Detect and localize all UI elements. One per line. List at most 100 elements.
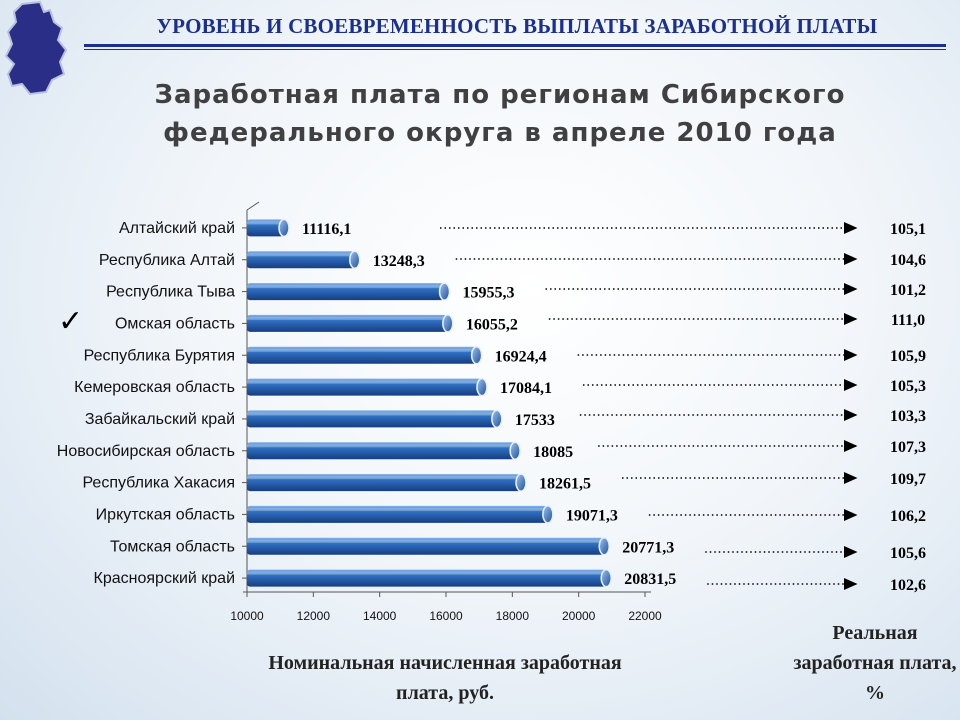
real-wage-label-10: 105,6 bbox=[890, 545, 926, 562]
real-wage-label-0: 105,1 bbox=[890, 221, 926, 238]
bar-2 bbox=[247, 282, 451, 301]
category-label-11: Красноярский край bbox=[94, 570, 235, 587]
x-tick-label-6: 22000 bbox=[628, 609, 662, 623]
bar-highlight-8 bbox=[247, 476, 522, 480]
bar-highlight-7 bbox=[247, 444, 516, 448]
bar-body-3 bbox=[247, 314, 448, 332]
bar-cap-4 bbox=[470, 346, 483, 365]
bar-0 bbox=[247, 218, 290, 238]
bar-body-10 bbox=[247, 537, 605, 555]
value-label-10: 20771,3 bbox=[622, 539, 674, 556]
value-label-2: 15955,3 bbox=[463, 285, 515, 302]
value-label-3: 16055,2 bbox=[466, 316, 518, 333]
value-label-7: 18085 bbox=[533, 444, 573, 461]
bar-highlight-5 bbox=[247, 380, 482, 384]
header-divider-thin bbox=[84, 49, 946, 50]
value-label-4: 16924,4 bbox=[495, 348, 547, 365]
bar-10 bbox=[247, 537, 610, 556]
value-label-8: 18261,5 bbox=[539, 476, 591, 493]
bar-highlight-3 bbox=[247, 316, 448, 320]
bar-highlight-2 bbox=[247, 285, 445, 289]
bar-cap-10 bbox=[598, 537, 610, 556]
bar-cap-1 bbox=[348, 250, 361, 269]
bar-body-0 bbox=[247, 219, 285, 237]
value-label-9: 19071,3 bbox=[566, 507, 618, 524]
bar-highlight-11 bbox=[247, 571, 607, 575]
bar-cap-9 bbox=[542, 505, 554, 524]
bar-cap-5 bbox=[476, 377, 488, 397]
bar-body-7 bbox=[247, 442, 516, 460]
bar-highlight-4 bbox=[247, 348, 477, 352]
bar-4 bbox=[247, 346, 483, 365]
value-label-0: 11116,1 bbox=[302, 221, 351, 238]
bar-body-4 bbox=[247, 346, 477, 364]
bar-cap-8 bbox=[515, 473, 527, 492]
omsk-region-map-icon bbox=[4, 0, 68, 96]
category-label-9: Иркутская область bbox=[96, 506, 235, 523]
real-wage-label-9: 106,2 bbox=[890, 508, 926, 525]
real-wage-label-4: 105,9 bbox=[890, 348, 926, 365]
category-label-3: Омская область bbox=[115, 315, 235, 332]
bar-11 bbox=[247, 568, 612, 588]
category-label-5: Кемеровская область bbox=[74, 379, 235, 396]
real-wage-label-6: 103,3 bbox=[890, 408, 926, 425]
x-tick-label-4: 18000 bbox=[496, 609, 530, 623]
value-label-5: 17084,1 bbox=[500, 380, 552, 397]
bar-cap-7 bbox=[509, 441, 521, 460]
real-wage-label-8: 109,7 bbox=[890, 471, 926, 488]
x-tick-label-2: 14000 bbox=[363, 609, 397, 623]
bar-9 bbox=[247, 505, 554, 524]
bar-highlight-9 bbox=[247, 507, 548, 511]
bar-highlight-10 bbox=[247, 539, 605, 543]
category-label-10: Томская область bbox=[110, 538, 235, 555]
bar-body-5 bbox=[247, 378, 482, 396]
real-wage-label-5: 105,3 bbox=[890, 378, 926, 395]
category-label-6: Забайкальский край bbox=[85, 411, 235, 428]
category-label-7: Новосибирская область bbox=[57, 443, 235, 460]
value-label-11: 20831,5 bbox=[624, 571, 676, 588]
bar-body-2 bbox=[247, 283, 445, 301]
category-label-8: Республика Хакасия bbox=[82, 475, 235, 492]
category-label-4: Республика Бурятия bbox=[84, 347, 235, 364]
value-label-1: 13248,3 bbox=[373, 253, 425, 270]
header-divider bbox=[84, 44, 946, 47]
bar-highlight-6 bbox=[247, 412, 497, 416]
bar-body-8 bbox=[247, 474, 522, 492]
checkmark-icon: ✓ bbox=[58, 304, 84, 339]
bar-1 bbox=[247, 250, 361, 269]
x-tick-label-1: 12000 bbox=[297, 609, 331, 623]
real-wage-label-3: 111,0 bbox=[891, 312, 925, 329]
real-wage-label-7: 107,3 bbox=[890, 439, 926, 456]
bar-highlight-1 bbox=[247, 253, 355, 257]
chart-title: Заработная плата по регионам Сибирского … bbox=[154, 80, 846, 148]
real-wage-label-2: 101,2 bbox=[890, 282, 926, 299]
bar-cap-0 bbox=[278, 218, 290, 238]
bar-highlight-0 bbox=[247, 221, 285, 225]
bar-body-11 bbox=[247, 569, 607, 587]
bar-body-6 bbox=[247, 410, 497, 428]
bar-cap-11 bbox=[600, 568, 612, 588]
value-label-6: 17533 bbox=[515, 412, 555, 429]
category-label-0: Алтайский край bbox=[119, 220, 235, 237]
bar-5 bbox=[247, 377, 488, 397]
real-wage-label-1: 104,6 bbox=[890, 252, 926, 269]
bar-8 bbox=[247, 473, 527, 492]
bar-cap-2 bbox=[438, 282, 451, 301]
bar-body-1 bbox=[247, 251, 355, 269]
bar-cap-6 bbox=[491, 409, 503, 429]
bar-3 bbox=[247, 314, 454, 333]
category-label-2: Республика Тыва bbox=[106, 284, 235, 301]
real-wage-label-11: 102,6 bbox=[890, 577, 926, 594]
bar-body-9 bbox=[247, 505, 548, 523]
x-axis-label: Номинальная начисленная заработная плата… bbox=[268, 652, 622, 704]
x-tick-label-0: 10000 bbox=[230, 609, 264, 623]
real-wage-axis-label: Реальная заработная плата, % bbox=[793, 622, 957, 704]
category-label-1: Республика Алтай bbox=[99, 252, 235, 269]
x-tick-label-5: 20000 bbox=[562, 609, 596, 623]
bar-cap-3 bbox=[442, 314, 454, 333]
axis-depth-line bbox=[246, 201, 260, 211]
bar-7 bbox=[247, 441, 521, 460]
bar-6 bbox=[247, 409, 503, 429]
x-tick-label-3: 16000 bbox=[429, 609, 463, 623]
